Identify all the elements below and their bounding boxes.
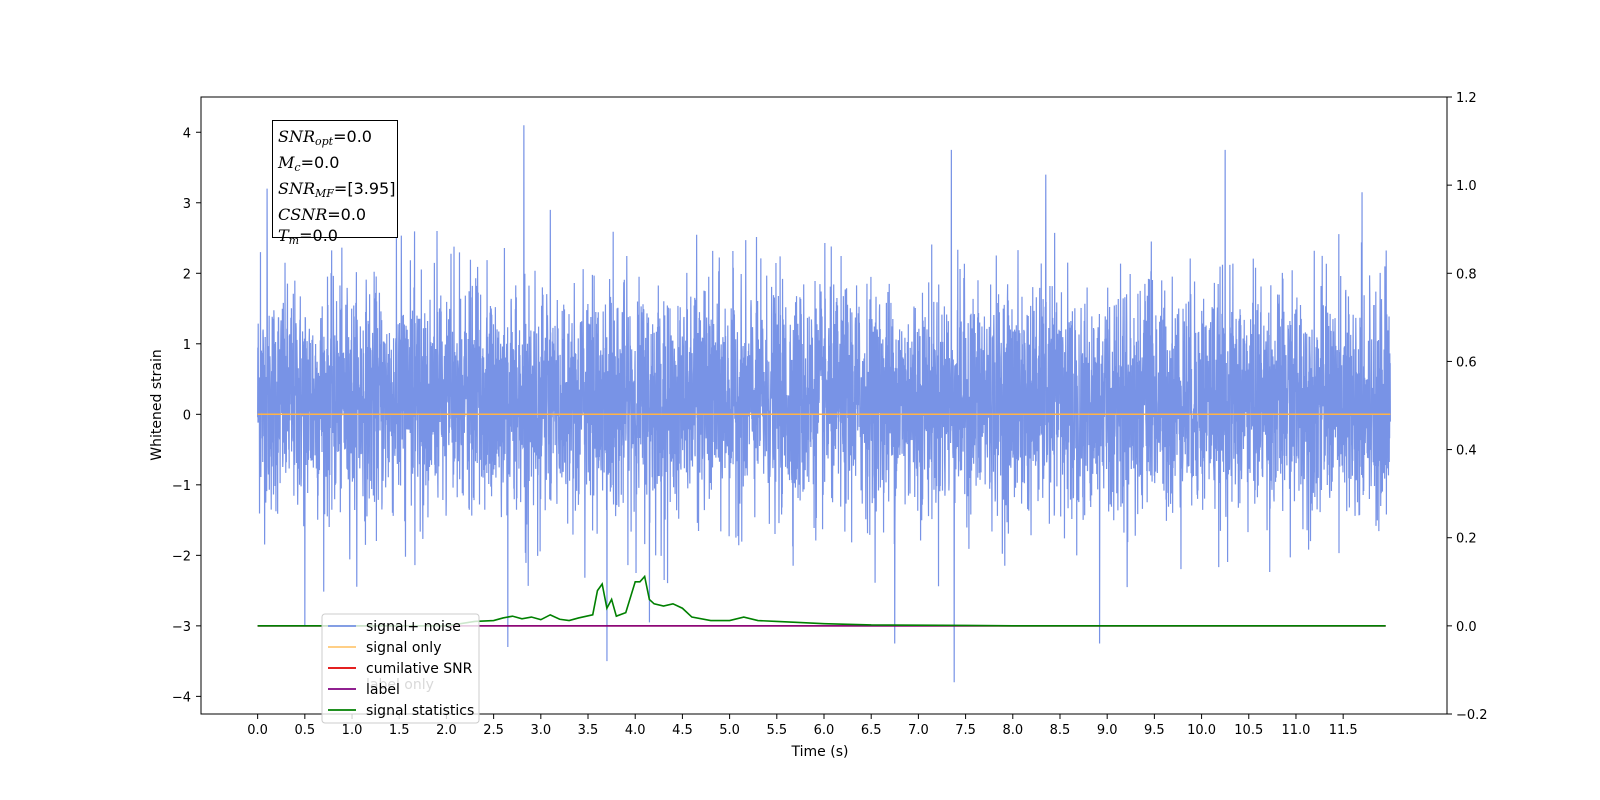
x-tick-label: 3.5 xyxy=(578,723,599,738)
y-axis-label: Whitened strain xyxy=(149,349,165,460)
legend-label: signal only xyxy=(366,640,441,656)
x-tick-label: 8.5 xyxy=(1050,723,1071,738)
y-tick-label: 1 xyxy=(183,338,191,353)
x-tick-label: 11.0 xyxy=(1281,723,1310,738)
x-tick-label: 4.0 xyxy=(625,723,646,738)
y-tick-label: 0 xyxy=(183,408,191,423)
annotation-snr-opt: SNRopt=0.0 xyxy=(278,127,372,148)
y2-tick-label: −0.2 xyxy=(1456,708,1488,723)
x-tick-label: 2.5 xyxy=(483,723,504,738)
x-tick-label: 10.0 xyxy=(1187,723,1216,738)
y2-tick-label: 1.2 xyxy=(1456,91,1477,106)
y-tick-label: 2 xyxy=(183,267,191,282)
x-tick-label: 9.5 xyxy=(1144,723,1165,738)
x-tick-label: 1.0 xyxy=(342,723,363,738)
x-tick-label: 5.0 xyxy=(719,723,740,738)
series-signal-noise-line xyxy=(257,125,1391,683)
annotation-tm: Tm=0.0 xyxy=(278,226,338,247)
x-tick-label: 0.0 xyxy=(247,723,268,738)
y2-tick-label: 1.0 xyxy=(1456,179,1477,194)
x-tick-label: 11.5 xyxy=(1329,723,1358,738)
annotation-csnr: CSNR=0.0 xyxy=(278,205,367,224)
y-tick-label: −1 xyxy=(172,479,191,494)
y2-tick-label: 0.6 xyxy=(1456,355,1477,370)
x-tick-label: 5.5 xyxy=(766,723,787,738)
annotation-snr-mf: SNRMF=[3.95] xyxy=(278,179,396,200)
y-tick-label: −2 xyxy=(172,549,191,564)
y-tick-label: 4 xyxy=(183,126,191,141)
x-tick-label: 0.5 xyxy=(294,723,315,738)
x-tick-label: 6.5 xyxy=(861,723,882,738)
series-signal-statistics-line xyxy=(257,574,1386,627)
annotation-box: SNRopt=0.0 Mc=0.0 SNRMF=[3.95] CSNR=0.0 … xyxy=(272,120,398,247)
x-tick-label: 3.0 xyxy=(530,723,551,738)
y2-tick-label: 0.8 xyxy=(1456,267,1477,282)
legend-label: signal+ noise xyxy=(366,619,461,635)
x-tick-label: 10.5 xyxy=(1234,723,1263,738)
x-axis-label: Time (s) xyxy=(791,744,849,760)
x-tick-label: 6.0 xyxy=(814,723,835,738)
legend-label: label xyxy=(366,682,400,698)
y-tick-label: −3 xyxy=(172,620,191,635)
legend-box xyxy=(321,613,480,724)
y2-tick-label: 0.0 xyxy=(1456,620,1477,635)
x-tick-label: 7.5 xyxy=(955,723,976,738)
legend-hidden-text: label only xyxy=(366,677,434,693)
x-tick-label: 1.5 xyxy=(389,723,410,738)
legend-label: signal statistics xyxy=(366,703,474,719)
x-tick-label: 9.0 xyxy=(1097,723,1118,738)
x-tick-label: 7.0 xyxy=(908,723,929,738)
x-tick-label: 8.0 xyxy=(1002,723,1023,738)
legend: label only signal+ noise signal only cumila… xyxy=(321,613,480,724)
y-tick-label: −4 xyxy=(172,690,191,705)
x-tick-label: 4.5 xyxy=(672,723,693,738)
y2-tick-label: 0.4 xyxy=(1456,444,1477,459)
y2-tick-label: 0.2 xyxy=(1456,532,1477,547)
x-tick-label: 2.0 xyxy=(436,723,457,738)
y-tick-label: 3 xyxy=(183,197,191,212)
legend-label: cumilative SNR xyxy=(366,661,473,677)
annotation-mc: Mc=0.0 xyxy=(278,153,340,174)
